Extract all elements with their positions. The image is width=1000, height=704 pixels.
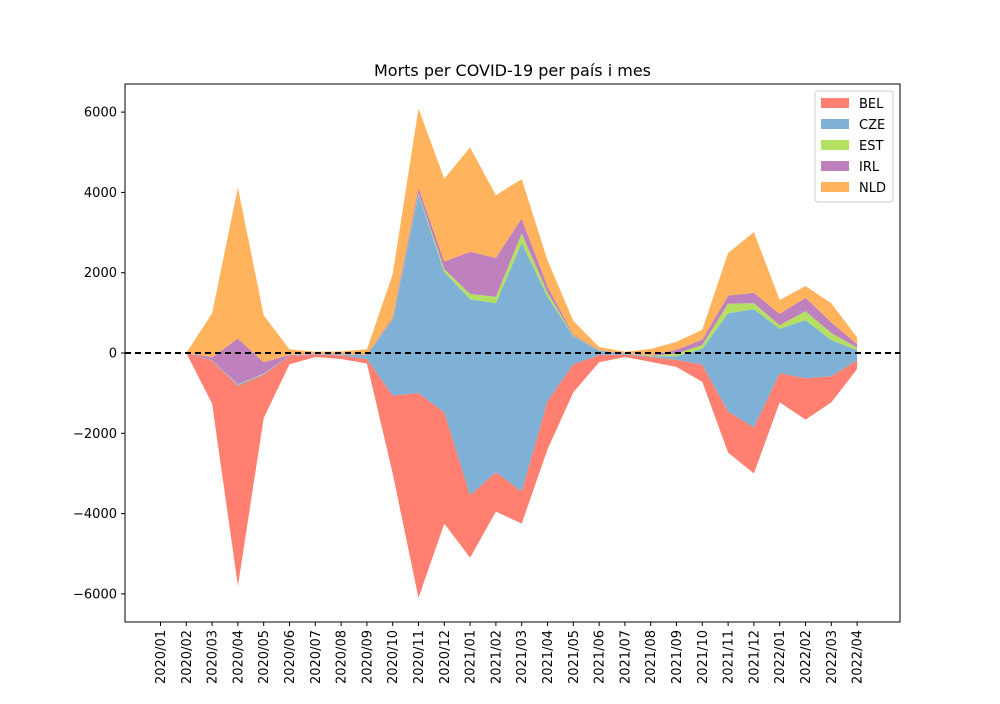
y-tick-label: −4000 [73,507,117,522]
x-tick-label: 2020/06 [283,630,298,684]
legend-swatch-cze [821,119,849,129]
y-tick-label: 6000 [84,106,117,121]
legend-label-est: EST [859,139,883,154]
x-tick-label: 2021/05 [567,630,582,684]
y-tick-label: −2000 [73,427,117,442]
x-tick-label: 2022/04 [851,630,866,684]
y-tick-label: 0 [109,347,117,362]
legend-box [814,90,894,203]
x-tick-label: 2020/04 [231,630,246,684]
x-tick-label: 2020/03 [206,630,221,684]
x-tick-label: 2020/09 [360,630,375,684]
x-tick-label: 2022/01 [773,630,788,684]
legend-swatch-nld [821,182,849,192]
x-tick-label: 2020/05 [257,630,272,684]
x-tick-label: 2021/11 [722,630,737,684]
x-tick-label: 2020/01 [154,630,169,684]
area-nld [186,108,858,363]
x-tick-label: 2021/01 [464,630,479,684]
area-cze [186,194,858,496]
legend: BEL CZE EST IRL NLD [814,90,894,203]
chart-title: Morts per COVID-19 per país i mes [374,61,651,80]
area-layers [186,108,858,598]
legend-label-irl: IRL [859,160,880,175]
x-axis: 2020/01 2020/02 2020/03 2020/04 2020/05 2020/… [154,622,866,684]
x-tick-label: 2020/10 [386,630,401,684]
x-tick-label: 2021/08 [644,630,659,684]
x-tick-label: 2022/03 [825,630,840,684]
x-tick-label: 2021/03 [515,630,530,684]
x-tick-label: 2021/09 [670,630,685,684]
y-tick-label: −6000 [73,587,117,602]
x-tick-label: 2020/02 [180,630,195,684]
area-bel [186,353,858,598]
x-tick-label: 2022/02 [799,630,814,684]
x-tick-label: 2021/07 [618,630,633,684]
x-tick-label: 2021/10 [696,630,711,684]
legend-swatch-bel [821,98,849,108]
x-tick-label: 2021/06 [593,630,608,684]
legend-swatch-est [821,140,849,150]
legend-label-nld: NLD [859,181,886,196]
x-tick-label: 2021/12 [747,630,762,684]
x-tick-label: 2021/02 [489,630,504,684]
x-tick-label: 2020/08 [335,630,350,684]
x-tick-label: 2020/07 [309,630,324,684]
x-tick-label: 2020/11 [412,630,427,684]
y-tick-label: 4000 [84,186,117,201]
x-tick-label: 2020/12 [438,630,453,684]
y-tick-label: 2000 [84,266,117,281]
area-irl [186,187,858,385]
y-axis: 6000 4000 2000 0 −2000 −4000 −6000 [73,106,125,602]
legend-label-bel: BEL [859,97,884,112]
x-tick-label: 2021/04 [541,630,556,684]
legend-label-cze: CZE [859,118,885,133]
legend-swatch-irl [821,161,849,171]
